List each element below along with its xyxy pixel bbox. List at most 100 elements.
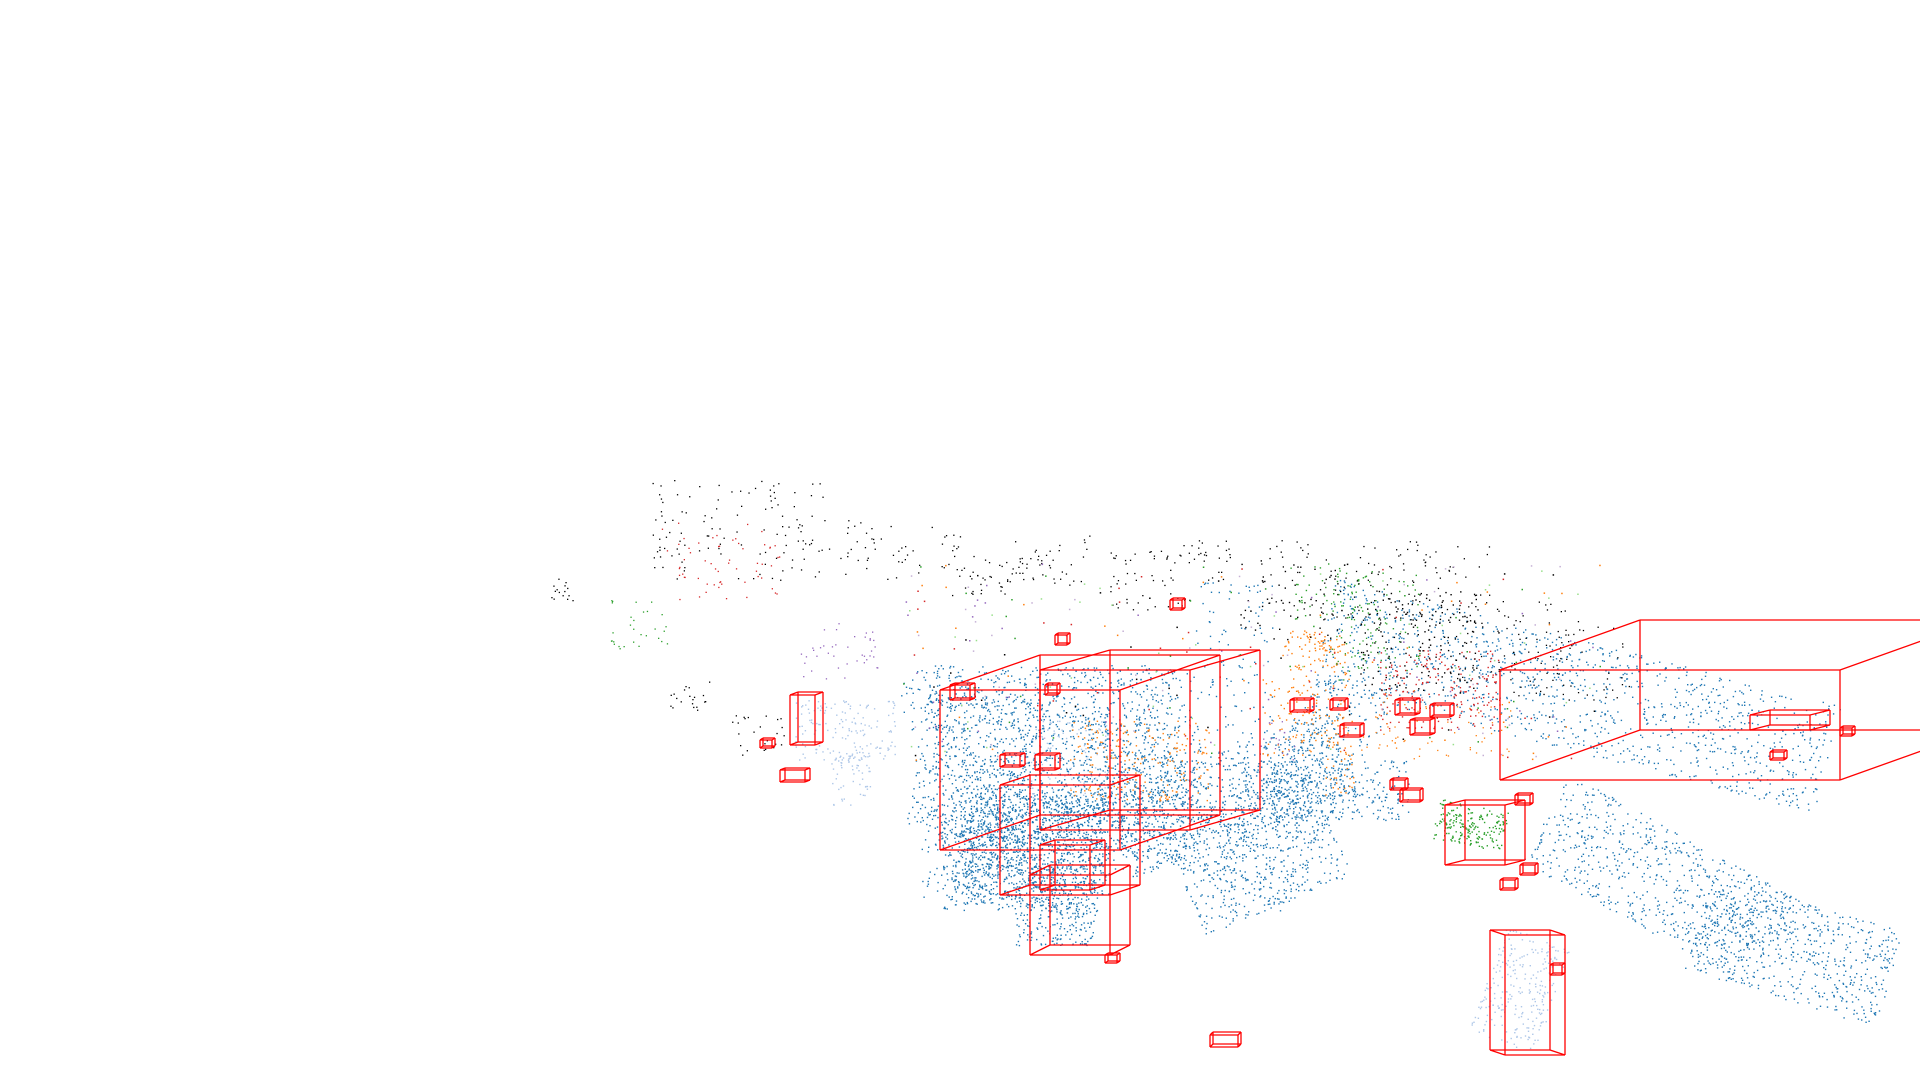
- point: [1558, 824, 1560, 826]
- point: [1636, 680, 1638, 683]
- point: [1655, 723, 1657, 726]
- point: [1385, 659, 1387, 661]
- point: [1416, 635, 1418, 637]
- point: [1115, 820, 1117, 822]
- point: [1551, 744, 1554, 746]
- point: [1052, 822, 1054, 825]
- point: [1459, 706, 1461, 709]
- point: [1156, 800, 1158, 802]
- point: [1534, 687, 1537, 689]
- point: [1145, 790, 1148, 792]
- point: [1072, 877, 1075, 880]
- point: [1072, 845, 1074, 848]
- point: [1781, 902, 1784, 904]
- point: [1286, 789, 1288, 792]
- point: [1679, 702, 1681, 704]
- point: [1714, 905, 1717, 907]
- point: [1036, 816, 1038, 819]
- point: [1052, 798, 1054, 800]
- point: [1588, 826, 1591, 829]
- point: [1883, 959, 1885, 962]
- point: [1256, 815, 1258, 817]
- point: [1276, 892, 1279, 894]
- point: [1608, 903, 1610, 905]
- point: [1762, 953, 1765, 955]
- point: [955, 804, 957, 806]
- point: [1615, 800, 1617, 803]
- point: [1576, 674, 1579, 677]
- point: [1162, 728, 1164, 731]
- point: [1687, 726, 1690, 728]
- point: [1567, 826, 1569, 828]
- point: [1190, 820, 1192, 822]
- point: [1342, 780, 1344, 782]
- point: [1511, 633, 1513, 636]
- point: [1106, 755, 1109, 757]
- point: [1620, 847, 1622, 849]
- point: [1614, 818, 1616, 821]
- point: [1692, 862, 1695, 864]
- point: [951, 769, 954, 772]
- point: [950, 774, 953, 776]
- point: [990, 864, 993, 867]
- point: [1602, 653, 1604, 655]
- point: [1355, 624, 1357, 627]
- point: [1719, 726, 1721, 728]
- point: [979, 893, 982, 895]
- point: [1102, 804, 1104, 806]
- point: [1734, 690, 1737, 693]
- point: [1627, 916, 1629, 918]
- point: [1539, 843, 1541, 845]
- point: [1015, 793, 1017, 795]
- point: [1064, 836, 1066, 839]
- point: [1721, 737, 1724, 740]
- point: [1078, 830, 1080, 832]
- point: [1762, 700, 1765, 702]
- point: [1674, 936, 1676, 938]
- point: [1886, 966, 1888, 969]
- point: [1656, 905, 1659, 907]
- point: [1792, 931, 1794, 933]
- point: [1685, 967, 1687, 969]
- point: [1065, 747, 1068, 750]
- point: [1741, 691, 1743, 694]
- point: [1688, 691, 1690, 693]
- point: [1660, 719, 1662, 721]
- point: [1321, 737, 1323, 739]
- point: [1788, 773, 1790, 776]
- point: [1033, 716, 1035, 718]
- point: [1733, 718, 1735, 720]
- point: [1453, 688, 1455, 690]
- point: [1329, 682, 1332, 684]
- point: [1758, 710, 1760, 712]
- point: [1502, 661, 1504, 663]
- point: [1308, 740, 1311, 743]
- point: [1617, 742, 1620, 745]
- point: [1139, 722, 1141, 724]
- point: [997, 804, 999, 806]
- point: [1618, 841, 1621, 843]
- point: [1053, 906, 1055, 908]
- point: [1492, 655, 1494, 657]
- point: [1751, 937, 1753, 940]
- point: [1187, 803, 1189, 805]
- point: [1719, 863, 1721, 865]
- point: [1220, 815, 1222, 818]
- point: [1734, 932, 1736, 935]
- point: [1702, 868, 1705, 870]
- point: [1133, 851, 1136, 853]
- point: [1665, 880, 1668, 882]
- point: [1825, 964, 1827, 967]
- point: [1547, 860, 1549, 863]
- point: [1120, 849, 1122, 852]
- point: [1097, 825, 1100, 828]
- point: [1218, 777, 1220, 779]
- point: [1620, 753, 1622, 755]
- point: [1592, 694, 1594, 697]
- point: [1078, 728, 1080, 731]
- point: [1083, 807, 1085, 809]
- point: [1759, 762, 1761, 764]
- point: [1731, 931, 1733, 933]
- point: [1447, 695, 1449, 697]
